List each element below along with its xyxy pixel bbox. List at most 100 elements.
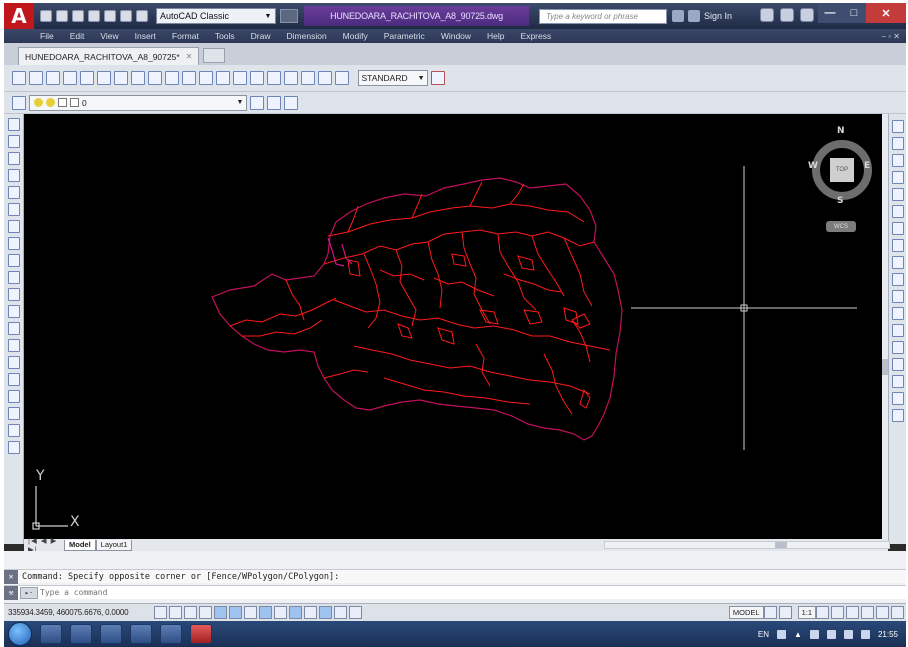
menu-item-view[interactable]: View: [100, 31, 119, 41]
file-tab[interactable]: HUNEDOARA_RACHITOVA_A8_90725* ✕: [18, 47, 200, 65]
revision-cloud-icon[interactable]: [7, 237, 20, 250]
center-mark-icon[interactable]: [250, 71, 264, 85]
stretch-icon[interactable]: [891, 256, 904, 269]
angular-icon[interactable]: [131, 71, 145, 85]
extend-icon[interactable]: [891, 290, 904, 303]
clock[interactable]: 21:55: [877, 629, 898, 639]
quick-properties-toggle[interactable]: [334, 606, 347, 619]
copy-icon[interactable]: [891, 137, 904, 150]
skype-taskbar-icon[interactable]: [130, 624, 152, 644]
sign-in-button[interactable]: Sign In: [672, 8, 752, 24]
menu-item-file[interactable]: File: [40, 31, 54, 41]
jogged-icon[interactable]: [97, 71, 111, 85]
network-icon[interactable]: [809, 629, 819, 639]
break-at-point-icon[interactable]: [891, 307, 904, 320]
layer-previous-icon[interactable]: [267, 95, 281, 110]
layer-properties-icon[interactable]: [12, 95, 26, 110]
dimension-update-icon[interactable]: [335, 71, 349, 85]
menu-item-window[interactable]: Window: [440, 31, 472, 41]
selection-cycling-toggle[interactable]: [349, 606, 362, 619]
horizontal-scrollbar[interactable]: [604, 541, 890, 549]
command-input[interactable]: [40, 588, 440, 597]
object-snap-toggle[interactable]: [229, 606, 242, 619]
viewcube-east-label[interactable]: E: [864, 161, 871, 171]
dynamic-ucs-toggle[interactable]: [274, 606, 287, 619]
layer-select[interactable]: 0 ▼: [29, 94, 247, 111]
volume-icon[interactable]: [860, 629, 870, 639]
vertical-scrollbar[interactable]: [882, 114, 888, 539]
wcs-menu-button[interactable]: WCS: [826, 221, 856, 232]
arc-length-icon[interactable]: [46, 71, 60, 85]
table-icon[interactable]: [7, 407, 20, 420]
menu-item-modify[interactable]: Modify: [342, 31, 368, 41]
command-window-handle-icon[interactable]: ✕: [4, 569, 18, 584]
chamfer-icon[interactable]: [891, 358, 904, 371]
workspace-switching-icon[interactable]: [831, 606, 844, 619]
transparency-toggle[interactable]: [319, 606, 332, 619]
move-icon[interactable]: [891, 205, 904, 218]
save-icon[interactable]: [72, 10, 84, 22]
close-tab-icon[interactable]: ✕: [185, 52, 193, 61]
maximize-button[interactable]: □: [842, 3, 866, 23]
help-icon[interactable]: [800, 8, 814, 22]
rectangle-icon[interactable]: [7, 186, 20, 199]
dimension-break-icon[interactable]: [216, 71, 230, 85]
vertical-scrollbar-thumb[interactable]: [882, 359, 888, 375]
undo-icon[interactable]: [120, 10, 132, 22]
ordinate-icon[interactable]: [63, 71, 77, 85]
document-window-controls[interactable]: – ▫ ✕: [881, 31, 900, 41]
dimension-style-icon[interactable]: [431, 71, 445, 85]
aligned-dimension-icon[interactable]: [29, 71, 43, 85]
polar-tracking-toggle[interactable]: [214, 606, 227, 619]
minimize-button[interactable]: —: [818, 3, 842, 23]
media-taskbar-icon[interactable]: [160, 624, 182, 644]
start-button[interactable]: [8, 622, 32, 646]
baseline-icon[interactable]: [165, 71, 179, 85]
dimension-edit-icon[interactable]: [301, 71, 315, 85]
viewcube-north-label[interactable]: N: [837, 126, 845, 136]
linear-dimension-icon[interactable]: [12, 71, 26, 85]
close-button[interactable]: ✕: [866, 3, 906, 23]
lock-icon[interactable]: [846, 606, 859, 619]
blend-curves-icon[interactable]: [891, 392, 904, 405]
explorer-taskbar-icon[interactable]: [40, 624, 62, 644]
word-taskbar-icon[interactable]: [100, 624, 122, 644]
dynamic-input-toggle[interactable]: [289, 606, 302, 619]
rotate-icon[interactable]: [891, 222, 904, 235]
array-icon[interactable]: [891, 188, 904, 201]
dimension-text-edit-icon[interactable]: [318, 71, 332, 85]
viewcube-west-label[interactable]: W: [808, 161, 818, 171]
keyboard-icon[interactable]: [777, 629, 787, 639]
model-space-button[interactable]: MODEL: [728, 606, 764, 619]
recent-commands-button[interactable]: ▸·: [20, 586, 38, 599]
new-file-icon[interactable]: [40, 10, 52, 22]
add-selected-icon[interactable]: [7, 441, 20, 454]
region-icon[interactable]: [7, 390, 20, 403]
join-icon[interactable]: [891, 341, 904, 354]
horizontal-scrollbar-thumb[interactable]: [775, 542, 787, 548]
construction-line-icon[interactable]: [7, 135, 20, 148]
gradient-icon[interactable]: [7, 373, 20, 386]
multiline-text-icon[interactable]: [7, 424, 20, 437]
dimension-space-icon[interactable]: [199, 71, 213, 85]
battery-icon[interactable]: [826, 629, 836, 639]
polygon-icon[interactable]: [7, 169, 20, 182]
trim-icon[interactable]: [891, 273, 904, 286]
menu-item-tools[interactable]: Tools: [214, 31, 235, 41]
ortho-mode-toggle[interactable]: [199, 606, 212, 619]
arc-icon[interactable]: [7, 203, 20, 216]
viewcube-south-label[interactable]: S: [837, 196, 844, 206]
menu-item-dimension[interactable]: Dimension: [286, 31, 327, 41]
explode-icon[interactable]: [891, 409, 904, 422]
3d-object-snap-toggle[interactable]: [244, 606, 257, 619]
cursor-coordinates[interactable]: 335934.3459, 460075.6676, 0.0000: [8, 608, 129, 617]
browser-taskbar-icon[interactable]: [70, 624, 92, 644]
search-input[interactable]: Type a keyword or phrase: [539, 9, 667, 24]
insert-block-icon[interactable]: [7, 305, 20, 318]
menu-item-format[interactable]: Format: [171, 31, 199, 41]
menu-item-help[interactable]: Help: [487, 31, 505, 41]
quick-view-drawings-icon[interactable]: [778, 606, 792, 619]
signal-icon[interactable]: [843, 629, 853, 639]
inspection-icon[interactable]: [267, 71, 281, 85]
mirror-icon[interactable]: [891, 154, 904, 167]
